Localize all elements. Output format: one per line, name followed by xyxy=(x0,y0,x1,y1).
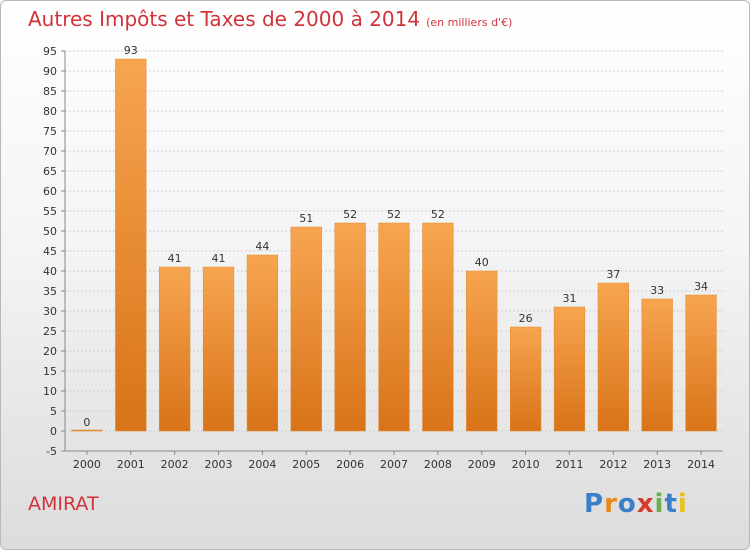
commune-name: AMIRAT xyxy=(28,493,99,515)
bar-value-label: 31 xyxy=(562,292,576,305)
y-tick-label: 95 xyxy=(43,45,57,58)
bar-value-label: 52 xyxy=(387,208,401,221)
bars xyxy=(71,58,717,432)
bar xyxy=(641,298,673,432)
x-tick-label: 2011 xyxy=(555,458,583,471)
bar-value-label: 37 xyxy=(606,268,620,281)
y-tick-label: 10 xyxy=(43,385,57,398)
x-tick-label: 2012 xyxy=(599,458,627,471)
x-tick-label: 2003 xyxy=(205,458,233,471)
logo-letter: i xyxy=(677,489,688,519)
chart-subtitle: (en milliers d'€) xyxy=(426,16,513,29)
y-tick-label: 50 xyxy=(43,225,57,238)
x-tick-label: 2002 xyxy=(161,458,189,471)
bar-value-label: 33 xyxy=(650,284,664,297)
logo-letter: t xyxy=(664,489,678,519)
x-tick-label: 2009 xyxy=(468,458,496,471)
bar xyxy=(71,429,103,432)
bar-value-label: 51 xyxy=(299,212,313,225)
bar-value-label: 52 xyxy=(431,208,445,221)
bar xyxy=(553,306,586,432)
y-tick-label: 25 xyxy=(43,325,57,338)
x-tick-label: 2008 xyxy=(424,458,452,471)
x-tick-label: 2004 xyxy=(248,458,276,471)
bar xyxy=(246,254,279,432)
bar-value-label: 41 xyxy=(168,252,182,265)
chart-title: Autres Impôts et Taxes de 2000 à 2014 (en… xyxy=(28,7,512,31)
bar xyxy=(597,282,629,432)
bar-value-label: 93 xyxy=(124,44,138,57)
y-tick-label: 30 xyxy=(43,305,57,318)
y-tick-label: 45 xyxy=(43,245,57,258)
x-tick-label: 2013 xyxy=(643,458,671,471)
bar xyxy=(290,226,322,432)
y-tick-label: 40 xyxy=(43,265,57,278)
y-tick-label: 55 xyxy=(43,205,57,218)
chart-title-text: Autres Impôts et Taxes de 2000 à 2014 xyxy=(28,7,421,31)
bar xyxy=(466,270,498,432)
bar xyxy=(115,58,147,432)
x-tick-label: 2010 xyxy=(512,458,540,471)
bar-value-label: 41 xyxy=(212,252,226,265)
axes xyxy=(61,50,723,455)
y-tick-label: 90 xyxy=(43,65,57,78)
bar-value-label: 26 xyxy=(519,312,533,325)
bar xyxy=(334,222,366,432)
x-tick-label: 2000 xyxy=(73,458,101,471)
y-tick-label: 15 xyxy=(43,365,57,378)
bar xyxy=(685,294,717,432)
bar xyxy=(159,266,191,432)
proxiti-logo: Proxiti xyxy=(584,489,688,519)
y-tick-label: 75 xyxy=(43,125,57,138)
y-tick-label: 85 xyxy=(43,85,57,98)
labels: -505101520253035404550556065707580859095… xyxy=(43,44,715,471)
x-tick-label: 2006 xyxy=(336,458,364,471)
y-tick-label: -5 xyxy=(46,445,57,458)
logo-letter: x xyxy=(636,489,655,519)
bar-value-label: 40 xyxy=(475,256,489,269)
logo-letter: P xyxy=(584,489,605,519)
y-tick-label: 80 xyxy=(43,105,57,118)
x-tick-label: 2001 xyxy=(117,458,145,471)
y-tick-label: 0 xyxy=(50,425,57,438)
bar xyxy=(378,222,410,432)
logo-letter: i xyxy=(654,489,665,519)
bar xyxy=(202,266,235,432)
y-tick-label: 60 xyxy=(43,185,57,198)
y-tick-label: 20 xyxy=(43,345,57,358)
logo-letter: o xyxy=(617,489,637,519)
y-tick-label: 70 xyxy=(43,145,57,158)
bar-value-label: 44 xyxy=(255,240,269,253)
x-tick-label: 2007 xyxy=(380,458,408,471)
y-tick-label: 35 xyxy=(43,285,57,298)
x-tick-label: 2005 xyxy=(292,458,320,471)
bar xyxy=(422,222,454,432)
bar-value-label: 34 xyxy=(694,280,708,293)
bar xyxy=(509,326,542,432)
bar-value-label: 52 xyxy=(343,208,357,221)
y-tick-label: 65 xyxy=(43,165,57,178)
logo-letter: r xyxy=(604,489,618,519)
bar-value-label: 0 xyxy=(83,416,90,429)
x-tick-label: 2014 xyxy=(687,458,715,471)
y-tick-label: 5 xyxy=(50,405,57,418)
